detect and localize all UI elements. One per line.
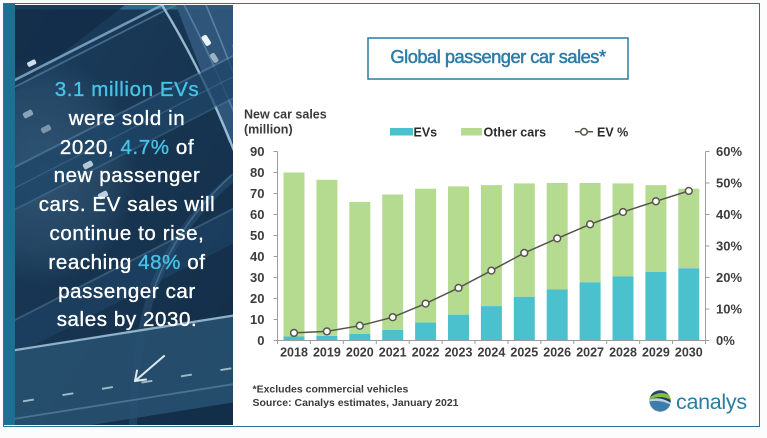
svg-text:60: 60 bbox=[250, 207, 264, 222]
svg-text:*Excludes commercial vehicles: *Excludes commercial vehicles bbox=[253, 384, 409, 396]
svg-text:New car sales: New car sales bbox=[244, 108, 327, 122]
svg-text:2018: 2018 bbox=[280, 346, 308, 360]
svg-text:2027: 2027 bbox=[576, 346, 604, 360]
svg-text:30: 30 bbox=[250, 270, 264, 285]
svg-text:2025: 2025 bbox=[510, 346, 538, 360]
svg-text:50: 50 bbox=[250, 228, 264, 243]
svg-text:60%: 60% bbox=[716, 144, 742, 159]
svg-text:0: 0 bbox=[257, 333, 264, 348]
svg-text:2020: 2020 bbox=[346, 346, 374, 360]
svg-text:2024: 2024 bbox=[477, 346, 505, 360]
svg-text:0%: 0% bbox=[716, 333, 735, 348]
svg-text:EVs: EVs bbox=[414, 126, 438, 140]
svg-text:2022: 2022 bbox=[412, 346, 440, 360]
svg-text:70: 70 bbox=[250, 186, 264, 201]
svg-text:20%: 20% bbox=[716, 270, 742, 285]
svg-text:30%: 30% bbox=[716, 238, 742, 253]
svg-text:2030: 2030 bbox=[675, 346, 703, 360]
svg-text:20: 20 bbox=[250, 291, 264, 306]
svg-text:Other cars: Other cars bbox=[484, 126, 547, 140]
svg-text:2019: 2019 bbox=[313, 346, 341, 360]
svg-text:2021: 2021 bbox=[379, 346, 407, 360]
svg-text:2028: 2028 bbox=[609, 346, 637, 360]
svg-text:canalys: canalys bbox=[676, 390, 747, 414]
svg-text:EV %: EV % bbox=[597, 126, 628, 140]
svg-text:2023: 2023 bbox=[445, 346, 473, 360]
svg-text:2029: 2029 bbox=[642, 346, 670, 360]
svg-text:10: 10 bbox=[250, 312, 264, 327]
svg-text:80: 80 bbox=[250, 165, 264, 180]
svg-text:40: 40 bbox=[250, 249, 264, 264]
svg-text:Source: Canalys estimates, Jan: Source: Canalys estimates, January 2021 bbox=[253, 397, 459, 409]
svg-text:10%: 10% bbox=[716, 301, 742, 316]
svg-text:90: 90 bbox=[250, 144, 264, 159]
svg-text:50%: 50% bbox=[716, 175, 742, 190]
svg-text:Global passenger car sales*: Global passenger car sales* bbox=[390, 46, 606, 67]
svg-text:2026: 2026 bbox=[543, 346, 571, 360]
svg-text:40%: 40% bbox=[716, 207, 742, 222]
svg-text:(million): (million) bbox=[244, 123, 293, 137]
